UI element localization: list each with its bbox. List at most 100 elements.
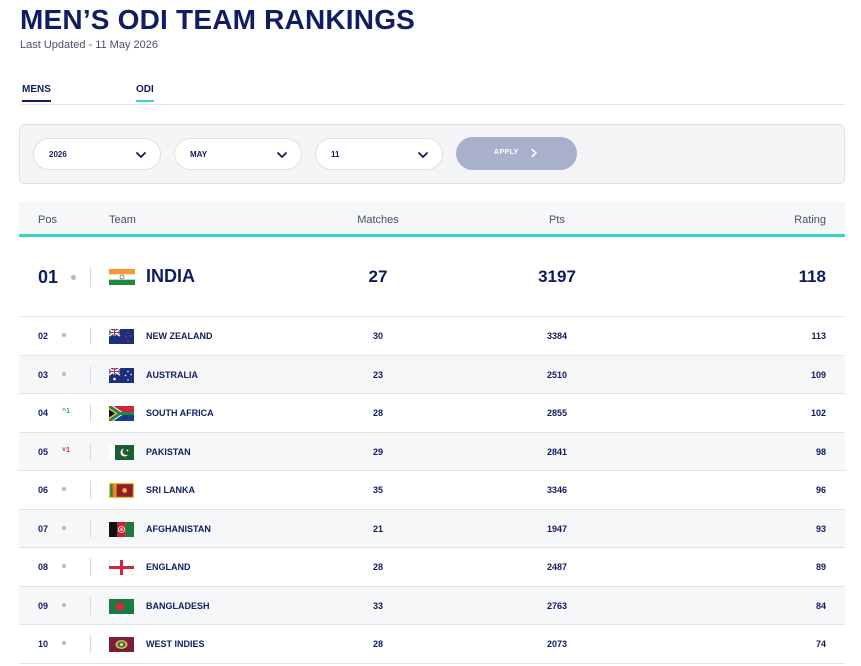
matches-value: 27 (368, 267, 388, 286)
team-name[interactable]: SOUTH AFRICA (146, 408, 214, 418)
table-row[interactable]: 08 ENGLAND 28 2487 89 (19, 548, 845, 587)
chevron-down-icon (277, 152, 287, 158)
england-flag-icon (109, 560, 134, 575)
no-change-dot-icon (71, 275, 76, 280)
matches-value: 33 (372, 600, 383, 611)
matches-value: 29 (372, 446, 383, 457)
divider (90, 267, 91, 287)
sri-lanka-flag-icon (109, 483, 134, 498)
rating-value: 102 (810, 408, 826, 418)
no-change-dot-icon (62, 564, 66, 568)
column-header-matches[interactable]: Matches (357, 214, 399, 226)
table-row[interactable]: 05 ˅1 PAKISTAN 29 2841 98 (19, 432, 845, 471)
page-title: MEN’S ODI TEAM RANKINGS (20, 4, 416, 35)
rating-value: 109 (810, 369, 826, 380)
australia-flag-icon (109, 367, 134, 383)
column-header-team[interactable]: Team (109, 214, 136, 226)
tab-odi[interactable]: ODI (136, 84, 154, 102)
no-change-dot-icon (62, 525, 66, 530)
column-header-pts[interactable]: Pts (549, 214, 565, 226)
divider (90, 558, 91, 576)
points-value: 1947 (546, 523, 568, 534)
position: 08 (38, 562, 49, 572)
matches-value: 28 (372, 562, 383, 572)
tab-mens[interactable]: MENS (22, 84, 51, 102)
tabs-bar: MENS ODI (20, 84, 845, 105)
divider (90, 481, 91, 499)
position: 07 (38, 523, 49, 534)
year-select-value: 2026 (49, 150, 67, 159)
points-value: 2763 (546, 600, 568, 611)
divider (90, 365, 91, 384)
team-name[interactable]: BANGLADESH (146, 600, 210, 611)
afghanistan-flag-icon (109, 521, 134, 537)
no-change-dot-icon (62, 641, 66, 645)
india-flag-icon (109, 269, 135, 285)
team-name[interactable]: AFGHANISTAN (146, 523, 211, 534)
divider (90, 519, 91, 538)
filter-bar: 2026 MAY 11 APPLY (19, 124, 845, 184)
points-value: 3384 (546, 331, 568, 341)
table-row[interactable]: 10 WEST INDIES 28 2073 74 (19, 625, 845, 664)
table-row[interactable]: 02 NEW ZEALAND 30 3384 113 (19, 317, 845, 356)
points-value: 3346 (546, 485, 568, 495)
table-row[interactable]: 07 AFGHANISTAN 21 1947 93 (19, 509, 845, 548)
no-change-dot-icon (62, 333, 66, 337)
apply-button-label: APPLY (494, 149, 519, 156)
rating-value: 113 (811, 331, 826, 341)
position: 05 (38, 446, 49, 457)
rating-value: 84 (815, 600, 826, 611)
rating-value: 93 (815, 523, 826, 534)
team-name[interactable]: ENGLAND (146, 562, 191, 572)
new-zealand-flag-icon (109, 329, 134, 344)
rankings-table: Pos Team Matches Pts Rating 01 INDIA 27 … (19, 202, 845, 664)
no-change-dot-icon (62, 487, 66, 491)
day-select[interactable]: 11 (315, 138, 443, 170)
rating-value: 89 (815, 562, 826, 572)
column-header-rating[interactable]: Rating (794, 214, 826, 226)
team-name[interactable]: WEST INDIES (146, 639, 205, 649)
table-row-top[interactable]: 01 INDIA 27 3197 118 (19, 237, 845, 317)
month-select-value: MAY (190, 150, 208, 159)
chevron-down-icon (418, 152, 428, 158)
divider (90, 635, 91, 653)
column-header-pos[interactable]: Pos (38, 214, 57, 226)
rating-value: 96 (815, 485, 826, 495)
apply-button[interactable]: APPLY (456, 137, 577, 170)
bangladesh-flag-icon (109, 598, 134, 614)
rating-value: 118 (798, 267, 826, 286)
team-name[interactable]: SRI LANKA (146, 485, 195, 495)
points-value: 3197 (538, 267, 576, 286)
no-change-dot-icon (62, 602, 66, 607)
rank-down-indicator: ˅1 (62, 446, 70, 454)
points-value: 2073 (546, 639, 568, 649)
no-change-dot-icon (62, 371, 66, 376)
south-africa-flag-icon (109, 406, 134, 421)
table-row[interactable]: 09 BANGLADESH 33 2763 84 (19, 586, 845, 625)
year-select[interactable]: 2026 (33, 138, 161, 170)
team-name[interactable]: PAKISTAN (146, 446, 191, 457)
position: 01 (38, 267, 59, 287)
chevron-right-icon (531, 148, 537, 158)
matches-value: 28 (372, 408, 383, 418)
rank-up-indicator: ^1 (62, 408, 70, 415)
month-select[interactable]: MAY (174, 138, 302, 170)
position: 02 (38, 331, 49, 341)
points-value: 2855 (546, 408, 568, 418)
table-row[interactable]: 03 AUSTRALIA 23 2510 109 (19, 355, 845, 394)
rating-value: 98 (815, 446, 826, 457)
team-name[interactable]: INDIA (146, 266, 195, 286)
pakistan-flag-icon (109, 444, 134, 460)
points-value: 2841 (546, 446, 568, 457)
table-row[interactable]: 04 ^1 SOUTH AFRICA 28 2855 102 (19, 394, 845, 433)
table-row[interactable]: 06 SRI LANKA 35 3346 96 (19, 471, 845, 510)
matches-value: 21 (372, 523, 383, 534)
chevron-down-icon (136, 152, 146, 158)
team-name[interactable]: NEW ZEALAND (146, 331, 213, 341)
matches-value: 23 (372, 369, 383, 380)
position: 06 (38, 485, 49, 495)
position: 04 (38, 408, 49, 418)
points-value: 2510 (546, 369, 568, 380)
team-name[interactable]: AUSTRALIA (146, 369, 198, 380)
divider (90, 596, 91, 615)
